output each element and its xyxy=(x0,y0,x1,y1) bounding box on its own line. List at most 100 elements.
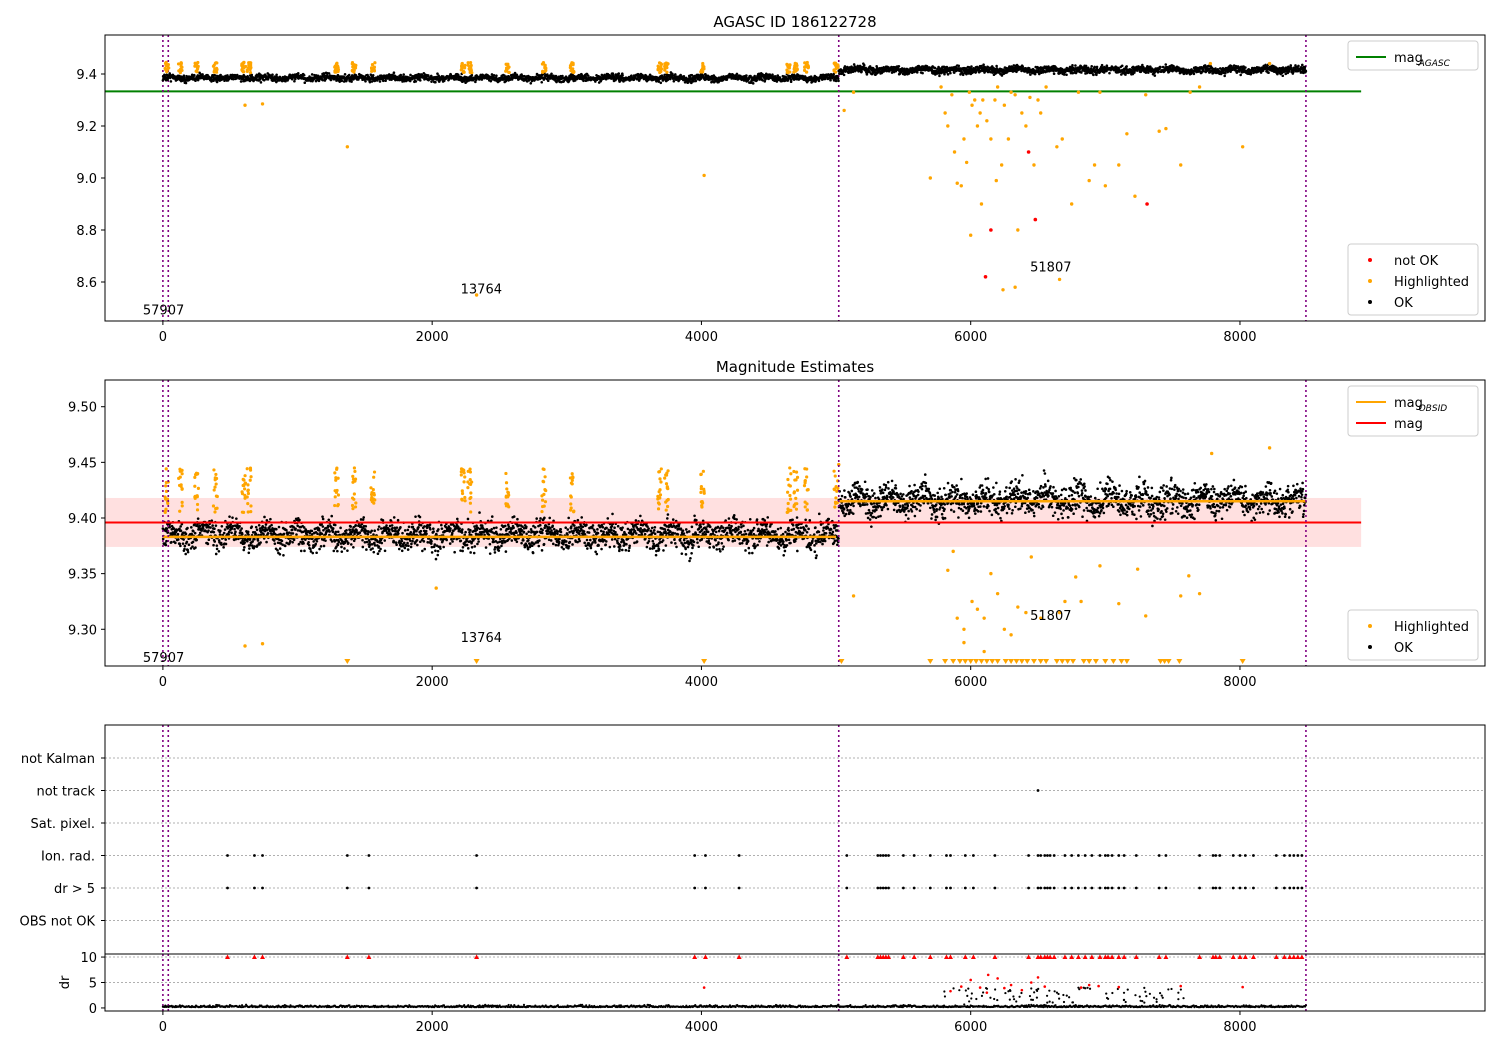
ok-point xyxy=(302,73,306,77)
ok-point xyxy=(303,81,307,84)
ok-point xyxy=(436,72,439,75)
highlighted-point xyxy=(950,93,954,97)
ok-point xyxy=(362,516,366,519)
highlighted-point xyxy=(973,98,977,102)
ok-point xyxy=(1301,63,1304,67)
ok-point xyxy=(187,543,191,546)
ok-point xyxy=(198,524,202,528)
ok-point xyxy=(185,540,189,544)
highlighted-point xyxy=(196,60,200,65)
highlighted-point xyxy=(962,137,966,141)
obsid-annotation: 57907 xyxy=(143,303,184,318)
ok-point xyxy=(234,530,237,534)
ok-point xyxy=(285,528,288,532)
ok-point xyxy=(330,514,334,518)
ok-point xyxy=(373,541,376,545)
ok-point xyxy=(409,73,412,77)
highlighted-point xyxy=(568,64,573,68)
ok-point xyxy=(365,548,368,551)
ok-point xyxy=(233,527,236,531)
ok-point xyxy=(1192,72,1196,76)
highlighted-point xyxy=(979,202,984,206)
ok-point xyxy=(1161,65,1165,69)
ok-point xyxy=(194,546,197,549)
highlighted-point xyxy=(544,66,548,70)
ok-point xyxy=(193,531,197,535)
highlighted-point xyxy=(1188,90,1192,94)
ok-point xyxy=(492,73,496,77)
ok-point xyxy=(231,516,234,519)
highlighted-point xyxy=(1240,145,1245,149)
highlighted-point xyxy=(842,108,846,113)
highlighted-point xyxy=(1117,163,1121,167)
ok-point xyxy=(191,540,195,544)
ok-point xyxy=(248,547,251,550)
ok-point xyxy=(470,73,474,77)
highlighted-point xyxy=(345,145,350,149)
ok-point xyxy=(921,71,924,75)
ok-point xyxy=(247,551,251,555)
ok-point xyxy=(316,532,319,535)
ok-point xyxy=(336,549,339,553)
ok-point xyxy=(430,80,433,83)
ok-point xyxy=(309,547,312,551)
highlighted-point xyxy=(786,71,790,75)
highlighted-point xyxy=(1009,90,1013,94)
ok-point xyxy=(201,527,205,530)
ok-point xyxy=(246,539,249,543)
ok-point xyxy=(176,532,180,536)
ok-point xyxy=(543,76,547,80)
ok-point xyxy=(215,544,219,547)
highlighted-point xyxy=(244,64,248,69)
highlighted-point xyxy=(1157,129,1161,133)
not-ok-point xyxy=(1145,202,1149,206)
highlighted-point xyxy=(1069,202,1074,206)
ok-point xyxy=(358,531,362,534)
highlighted-point xyxy=(968,233,973,237)
ok-point xyxy=(343,73,347,76)
ok-point xyxy=(672,79,676,83)
ok-point xyxy=(371,74,375,77)
ok-point xyxy=(182,538,185,541)
ok-point xyxy=(315,539,319,543)
highlighted-point xyxy=(1103,184,1108,188)
highlighted-point xyxy=(1020,111,1024,115)
highlighted-point xyxy=(804,70,809,74)
ok-point xyxy=(206,542,210,546)
highlighted-point xyxy=(1013,285,1017,289)
ok-point xyxy=(725,78,729,81)
ok-point xyxy=(275,73,278,77)
ok-point xyxy=(361,518,365,521)
ok-point xyxy=(220,524,224,528)
ok-point xyxy=(489,79,493,83)
ok-point xyxy=(1071,63,1074,67)
ok-point xyxy=(307,540,310,544)
ok-point xyxy=(183,544,187,548)
highlighted-point xyxy=(959,184,963,188)
ok-point xyxy=(253,537,256,541)
ok-point xyxy=(339,526,342,530)
ok-point xyxy=(365,540,369,544)
highlighted-point xyxy=(468,60,473,65)
ok-point xyxy=(186,526,189,530)
y-tick-label: 9.2 xyxy=(76,120,97,135)
highlighted-point xyxy=(350,62,354,66)
highlighted-point xyxy=(995,85,1000,89)
ok-point xyxy=(291,77,294,81)
ok-point xyxy=(261,526,265,529)
ok-point xyxy=(243,541,246,544)
ok-point xyxy=(255,528,259,532)
highlighted-point xyxy=(333,69,337,73)
ok-point xyxy=(302,542,305,545)
ok-point xyxy=(310,529,314,533)
highlighted-point xyxy=(1057,277,1062,282)
legend-label: OK xyxy=(1394,296,1413,311)
ok-point xyxy=(1249,71,1253,75)
x-tick-label: 8000 xyxy=(1223,330,1256,345)
ok-point xyxy=(1304,69,1308,73)
ok-point xyxy=(184,552,187,556)
highlighted-point xyxy=(215,67,219,72)
ok-point xyxy=(372,550,376,554)
ok-point xyxy=(449,73,453,77)
